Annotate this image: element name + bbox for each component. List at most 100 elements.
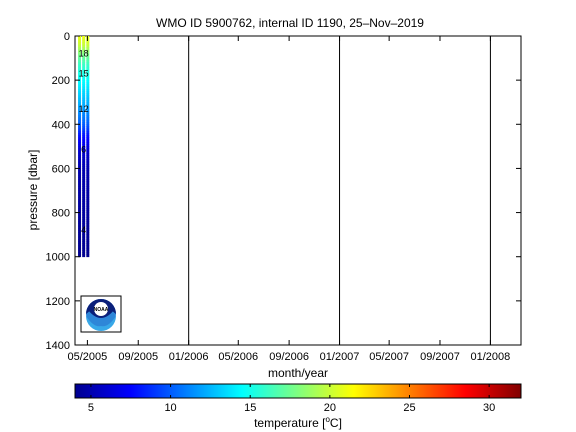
profile-segment <box>78 93 82 96</box>
profile-segment <box>86 55 90 59</box>
profile-segment <box>86 141 90 145</box>
x-tick-label: 09/2006 <box>269 351 309 363</box>
profile-segment <box>82 36 86 39</box>
profile-segment <box>82 38 86 41</box>
profile-segment <box>86 148 90 152</box>
profile-segment <box>82 44 86 48</box>
profile-segment <box>86 190 90 194</box>
profile-segment <box>86 170 90 174</box>
contour-labels: 18 15 12 6 4 <box>79 49 89 236</box>
profile-segment <box>82 148 86 152</box>
profile-segment <box>86 252 90 255</box>
noaa-logo-text: NOAA <box>94 307 109 313</box>
profile-segment <box>82 199 86 202</box>
profile-segment <box>78 241 82 244</box>
profile-segment <box>78 53 82 57</box>
profile-segment <box>82 194 86 198</box>
profile-segment <box>82 234 86 238</box>
profile-segment <box>78 86 82 90</box>
profile-segment <box>78 223 82 227</box>
y-tick-label: 200 <box>52 75 70 87</box>
profile-segment <box>82 49 86 52</box>
profile-segment <box>86 197 90 200</box>
x-axis-label: month/year <box>268 366 328 380</box>
profile-segment <box>86 199 90 202</box>
profile-segment <box>78 192 82 196</box>
colorbar-tick-label: 5 <box>88 402 94 414</box>
profile-segment <box>86 124 90 127</box>
profile-segment <box>78 133 82 136</box>
profile-segment <box>86 254 90 258</box>
profile-segment <box>86 161 90 165</box>
profile-segment <box>82 111 86 114</box>
y-tick-label: 400 <box>52 119 70 131</box>
profile-segment <box>86 216 90 220</box>
profile-segment <box>86 159 90 163</box>
profile-segment <box>82 75 86 79</box>
profile-segment <box>82 190 86 194</box>
profile-segment <box>78 75 82 79</box>
profile-segment <box>86 150 90 154</box>
profile-segment <box>86 102 90 105</box>
profile-segment <box>78 152 82 156</box>
profile-segment <box>78 146 82 149</box>
profile-segment <box>82 179 86 183</box>
plot-area <box>74 35 522 346</box>
profile-segment <box>82 212 86 216</box>
profile-segment <box>86 71 90 74</box>
colorbar-label-degree: o <box>325 415 330 424</box>
profile-segment <box>78 73 82 77</box>
profile-segment <box>78 243 82 247</box>
contour-label: 6 <box>81 145 86 155</box>
profile-segment <box>82 64 86 68</box>
contour-label: 12 <box>79 104 89 114</box>
profile-segment <box>86 51 90 55</box>
profile-segment <box>78 128 82 132</box>
profile-segment <box>82 40 86 44</box>
profile-segment <box>86 208 90 211</box>
profile-segment <box>82 115 86 119</box>
profile-segment <box>78 155 82 158</box>
profile-segment <box>86 219 90 222</box>
profile-segment <box>78 212 82 216</box>
profile-segment <box>86 192 90 196</box>
profile-segment <box>78 247 82 251</box>
profile-segment <box>78 64 82 68</box>
profile-segment <box>86 225 90 229</box>
profile-segment <box>78 175 82 178</box>
profile-segment <box>78 148 82 152</box>
profile-segment <box>82 201 86 205</box>
profile-segment <box>82 62 86 66</box>
profile-segment <box>86 42 90 46</box>
profile-segment <box>86 113 90 116</box>
profile-segment <box>78 232 82 236</box>
profile-segment <box>82 102 86 105</box>
profile-segment <box>82 69 86 72</box>
profile-segment <box>82 214 86 218</box>
profile-segment <box>82 117 86 121</box>
colorbar-tick-label: 25 <box>403 402 415 414</box>
profile-segment <box>82 239 86 242</box>
profile-segment <box>78 104 82 108</box>
colorbar-tick-label: 15 <box>244 402 256 414</box>
profile-segment <box>78 51 82 55</box>
profile-segment <box>86 137 90 141</box>
profile-segment <box>86 135 90 138</box>
profile-segment <box>86 223 90 227</box>
profile-segment <box>78 102 82 105</box>
profile-segment <box>78 186 82 189</box>
colorbar-tick-label: 10 <box>164 402 176 414</box>
profile-segment <box>78 108 82 112</box>
profile-segment <box>86 230 90 233</box>
profile-segment <box>82 137 86 141</box>
profile-segment <box>78 124 82 127</box>
profile-segment <box>82 159 86 163</box>
profile-segment <box>82 205 86 209</box>
profile-segment <box>86 49 90 52</box>
profile-segment <box>82 58 86 61</box>
profile-segment <box>82 93 86 96</box>
profile-segment <box>82 141 86 145</box>
profile-segment <box>82 175 86 178</box>
profile-segment <box>78 170 82 174</box>
profile-segment <box>86 152 90 156</box>
